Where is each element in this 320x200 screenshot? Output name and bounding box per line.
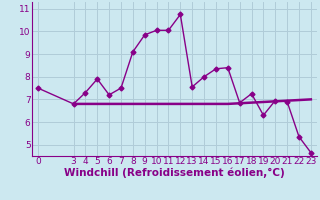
X-axis label: Windchill (Refroidissement éolien,°C): Windchill (Refroidissement éolien,°C) — [64, 168, 285, 178]
